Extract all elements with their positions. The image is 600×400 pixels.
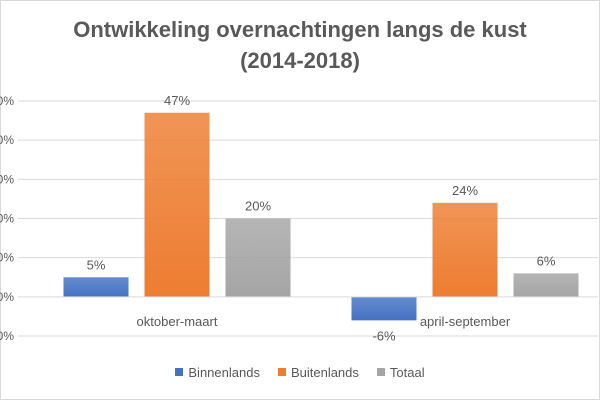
- legend: Binnenlands Buitenlands Totaal: [0, 362, 600, 382]
- bars: [63, 112, 579, 321]
- chart-title: Ontwikkeling overnachtingen langs de kus…: [0, 14, 600, 76]
- bar-buitenlands-april-september: [432, 202, 498, 297]
- data-labels: 5% -6% 47% 24% 20% 6% oktober-maart april-septe…: [87, 93, 556, 344]
- legend-swatch: [175, 368, 184, 376]
- bar-totaal-april-september: [513, 273, 579, 297]
- bar-totaal-oktober-maart: [225, 218, 291, 297]
- data-label: 5%: [87, 257, 106, 272]
- data-label: 6%: [537, 253, 556, 268]
- legend-label: Binnenlands: [188, 364, 260, 380]
- chart-title-line-2: (2014-2018): [240, 48, 360, 73]
- y-tick-label: 0%: [0, 251, 14, 265]
- data-label: -6%: [372, 328, 396, 343]
- y-tick-label: 0%: [0, 133, 14, 147]
- legend-swatch: [277, 368, 286, 376]
- data-label: 24%: [452, 183, 478, 198]
- bar-buitenlands-oktober-maart: [144, 112, 210, 297]
- legend-swatch: [376, 368, 385, 376]
- legend-item-buitenlands: Buitenlands: [277, 364, 359, 380]
- y-tick-label: 0%: [0, 212, 14, 226]
- bar-binnenlands-oktober-maart: [63, 277, 129, 297]
- category-label: oktober-maart: [137, 314, 218, 329]
- legend-label: Buitenlands: [290, 364, 359, 380]
- data-label: 20%: [245, 199, 271, 214]
- legend-item-totaal: Totaal: [376, 364, 425, 380]
- bar-binnenlands-april-september: [351, 296, 417, 321]
- y-axis-tick-labels: 0% 0% 0% 0% 0% 0% 0%: [0, 94, 14, 343]
- legend-item-binnenlands: Binnenlands: [175, 365, 260, 380]
- y-tick-label: 0%: [0, 329, 14, 343]
- category-label: april-september: [420, 314, 511, 329]
- gridlines: [18, 100, 598, 337]
- chart-title-line-1: Ontwikkeling overnachtingen langs de kus…: [73, 17, 527, 42]
- y-tick-label: 0%: [0, 94, 14, 108]
- y-tick-label: 0%: [0, 290, 14, 304]
- data-label: 47%: [164, 93, 190, 108]
- y-tick-label: 0%: [0, 172, 14, 186]
- legend-label: Totaal: [389, 364, 425, 380]
